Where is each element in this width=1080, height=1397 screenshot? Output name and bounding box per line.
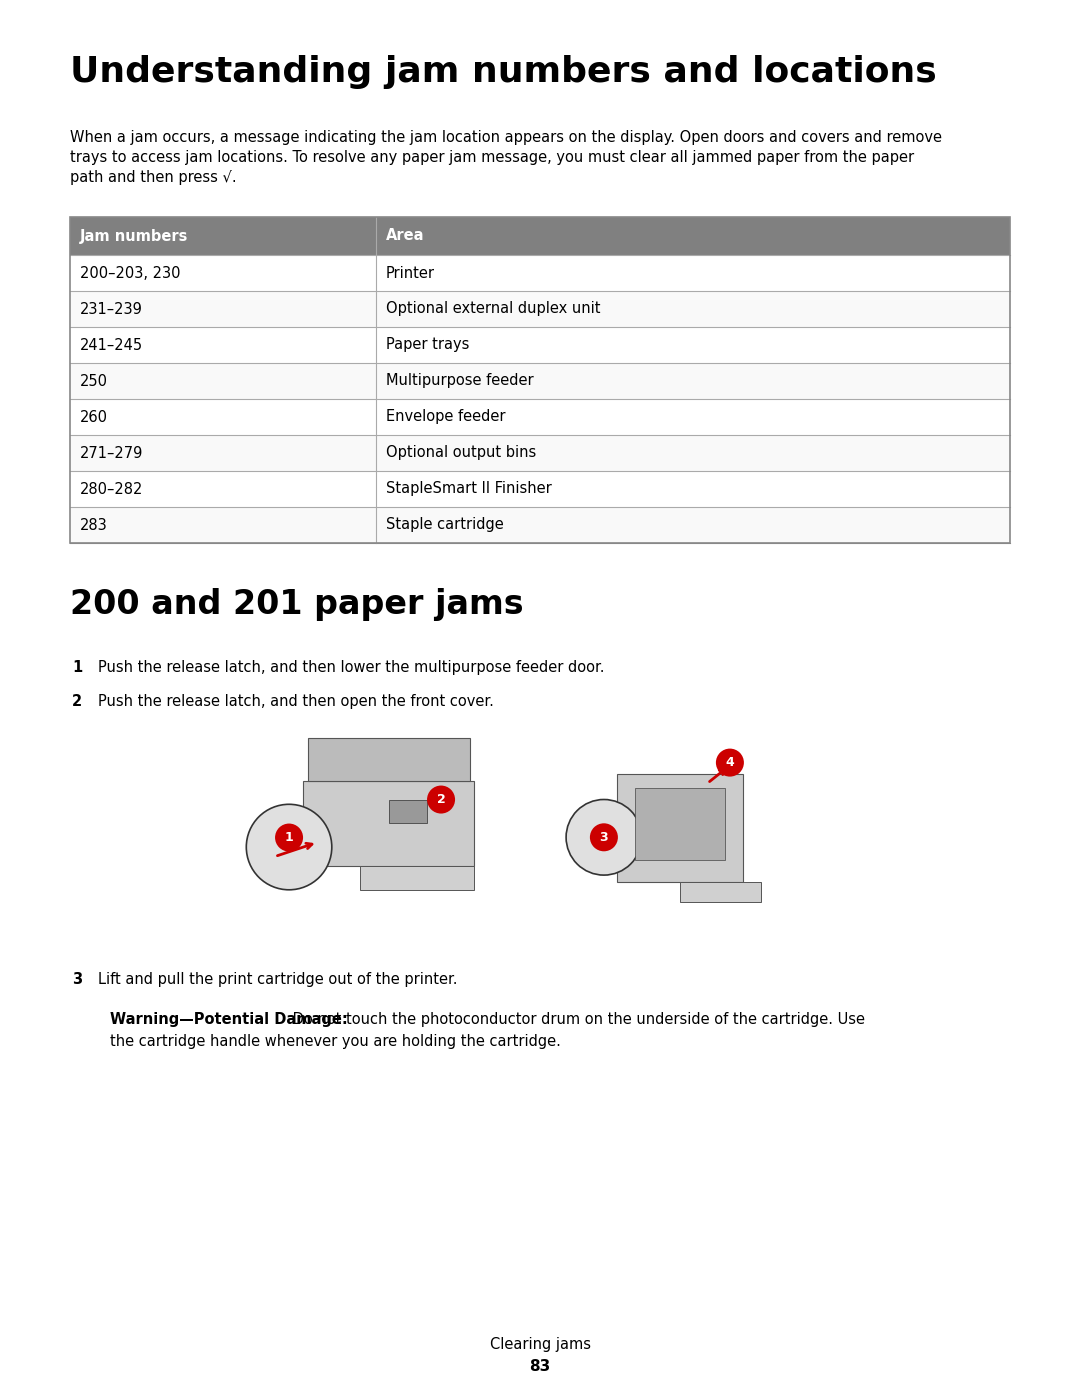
Bar: [70, 217, 1010, 543]
Circle shape: [275, 824, 303, 852]
Text: 4: 4: [726, 756, 734, 770]
Text: 83: 83: [529, 1359, 551, 1375]
Text: 231–239: 231–239: [80, 302, 143, 317]
Text: 283: 283: [80, 517, 108, 532]
Text: 3: 3: [599, 831, 608, 844]
Text: Printer: Printer: [386, 265, 434, 281]
Text: Envelope feeder: Envelope feeder: [386, 409, 505, 425]
Bar: [70, 434, 1010, 471]
Text: 200 and 201 paper jams: 200 and 201 paper jams: [70, 588, 524, 622]
Text: StapleSmart II Finisher: StapleSmart II Finisher: [386, 482, 551, 496]
FancyBboxPatch shape: [361, 866, 474, 890]
Text: Optional output bins: Optional output bins: [386, 446, 536, 461]
Text: Staple cartridge: Staple cartridge: [386, 517, 503, 532]
Bar: [70, 327, 1010, 363]
Text: 241–245: 241–245: [80, 338, 144, 352]
Circle shape: [716, 749, 744, 777]
Text: 260: 260: [80, 409, 108, 425]
Circle shape: [566, 799, 642, 875]
FancyBboxPatch shape: [635, 788, 726, 859]
FancyBboxPatch shape: [680, 883, 761, 902]
Bar: [70, 217, 1010, 256]
Text: Warning—Potential Damage:: Warning—Potential Damage:: [110, 1011, 348, 1027]
Text: path and then press √.: path and then press √.: [70, 170, 237, 184]
Bar: [70, 471, 1010, 507]
FancyBboxPatch shape: [618, 774, 743, 883]
Text: 1: 1: [285, 831, 294, 844]
Bar: [70, 507, 1010, 543]
Text: Clearing jams: Clearing jams: [489, 1337, 591, 1352]
Text: trays to access jam locations. To resolve any paper jam message, you must clear : trays to access jam locations. To resolv…: [70, 149, 914, 165]
Bar: [70, 291, 1010, 327]
Circle shape: [427, 785, 455, 813]
Bar: [70, 256, 1010, 291]
Text: When a jam occurs, a message indicating the jam location appears on the display.: When a jam occurs, a message indicating …: [70, 130, 942, 145]
Circle shape: [246, 805, 332, 890]
Circle shape: [590, 823, 618, 851]
Text: Do not touch the photoconductor drum on the underside of the cartridge. Use: Do not touch the photoconductor drum on …: [288, 1011, 865, 1027]
Text: 200–203, 230: 200–203, 230: [80, 265, 180, 281]
Text: Lift and pull the print cartridge out of the printer.: Lift and pull the print cartridge out of…: [98, 972, 458, 988]
Bar: [70, 400, 1010, 434]
Bar: [70, 363, 1010, 400]
Text: Push the release latch, and then open the front cover.: Push the release latch, and then open th…: [98, 694, 494, 710]
Text: 280–282: 280–282: [80, 482, 144, 496]
Text: 1: 1: [72, 659, 82, 675]
Text: 2: 2: [436, 793, 445, 806]
Text: 271–279: 271–279: [80, 446, 144, 461]
Text: Understanding jam numbers and locations: Understanding jam numbers and locations: [70, 54, 936, 89]
Text: 2: 2: [72, 694, 82, 710]
Text: 250: 250: [80, 373, 108, 388]
Text: Optional external duplex unit: Optional external duplex unit: [386, 302, 600, 317]
Text: the cartridge handle whenever you are holding the cartridge.: the cartridge handle whenever you are ho…: [110, 1034, 561, 1049]
FancyBboxPatch shape: [308, 738, 470, 781]
Text: Area: Area: [386, 229, 424, 243]
Text: Multipurpose feeder: Multipurpose feeder: [386, 373, 534, 388]
FancyBboxPatch shape: [303, 781, 474, 866]
Text: 3: 3: [72, 972, 82, 988]
Text: Paper trays: Paper trays: [386, 338, 469, 352]
FancyBboxPatch shape: [389, 799, 427, 823]
Text: Push the release latch, and then lower the multipurpose feeder door.: Push the release latch, and then lower t…: [98, 659, 605, 675]
Text: Jam numbers: Jam numbers: [80, 229, 188, 243]
